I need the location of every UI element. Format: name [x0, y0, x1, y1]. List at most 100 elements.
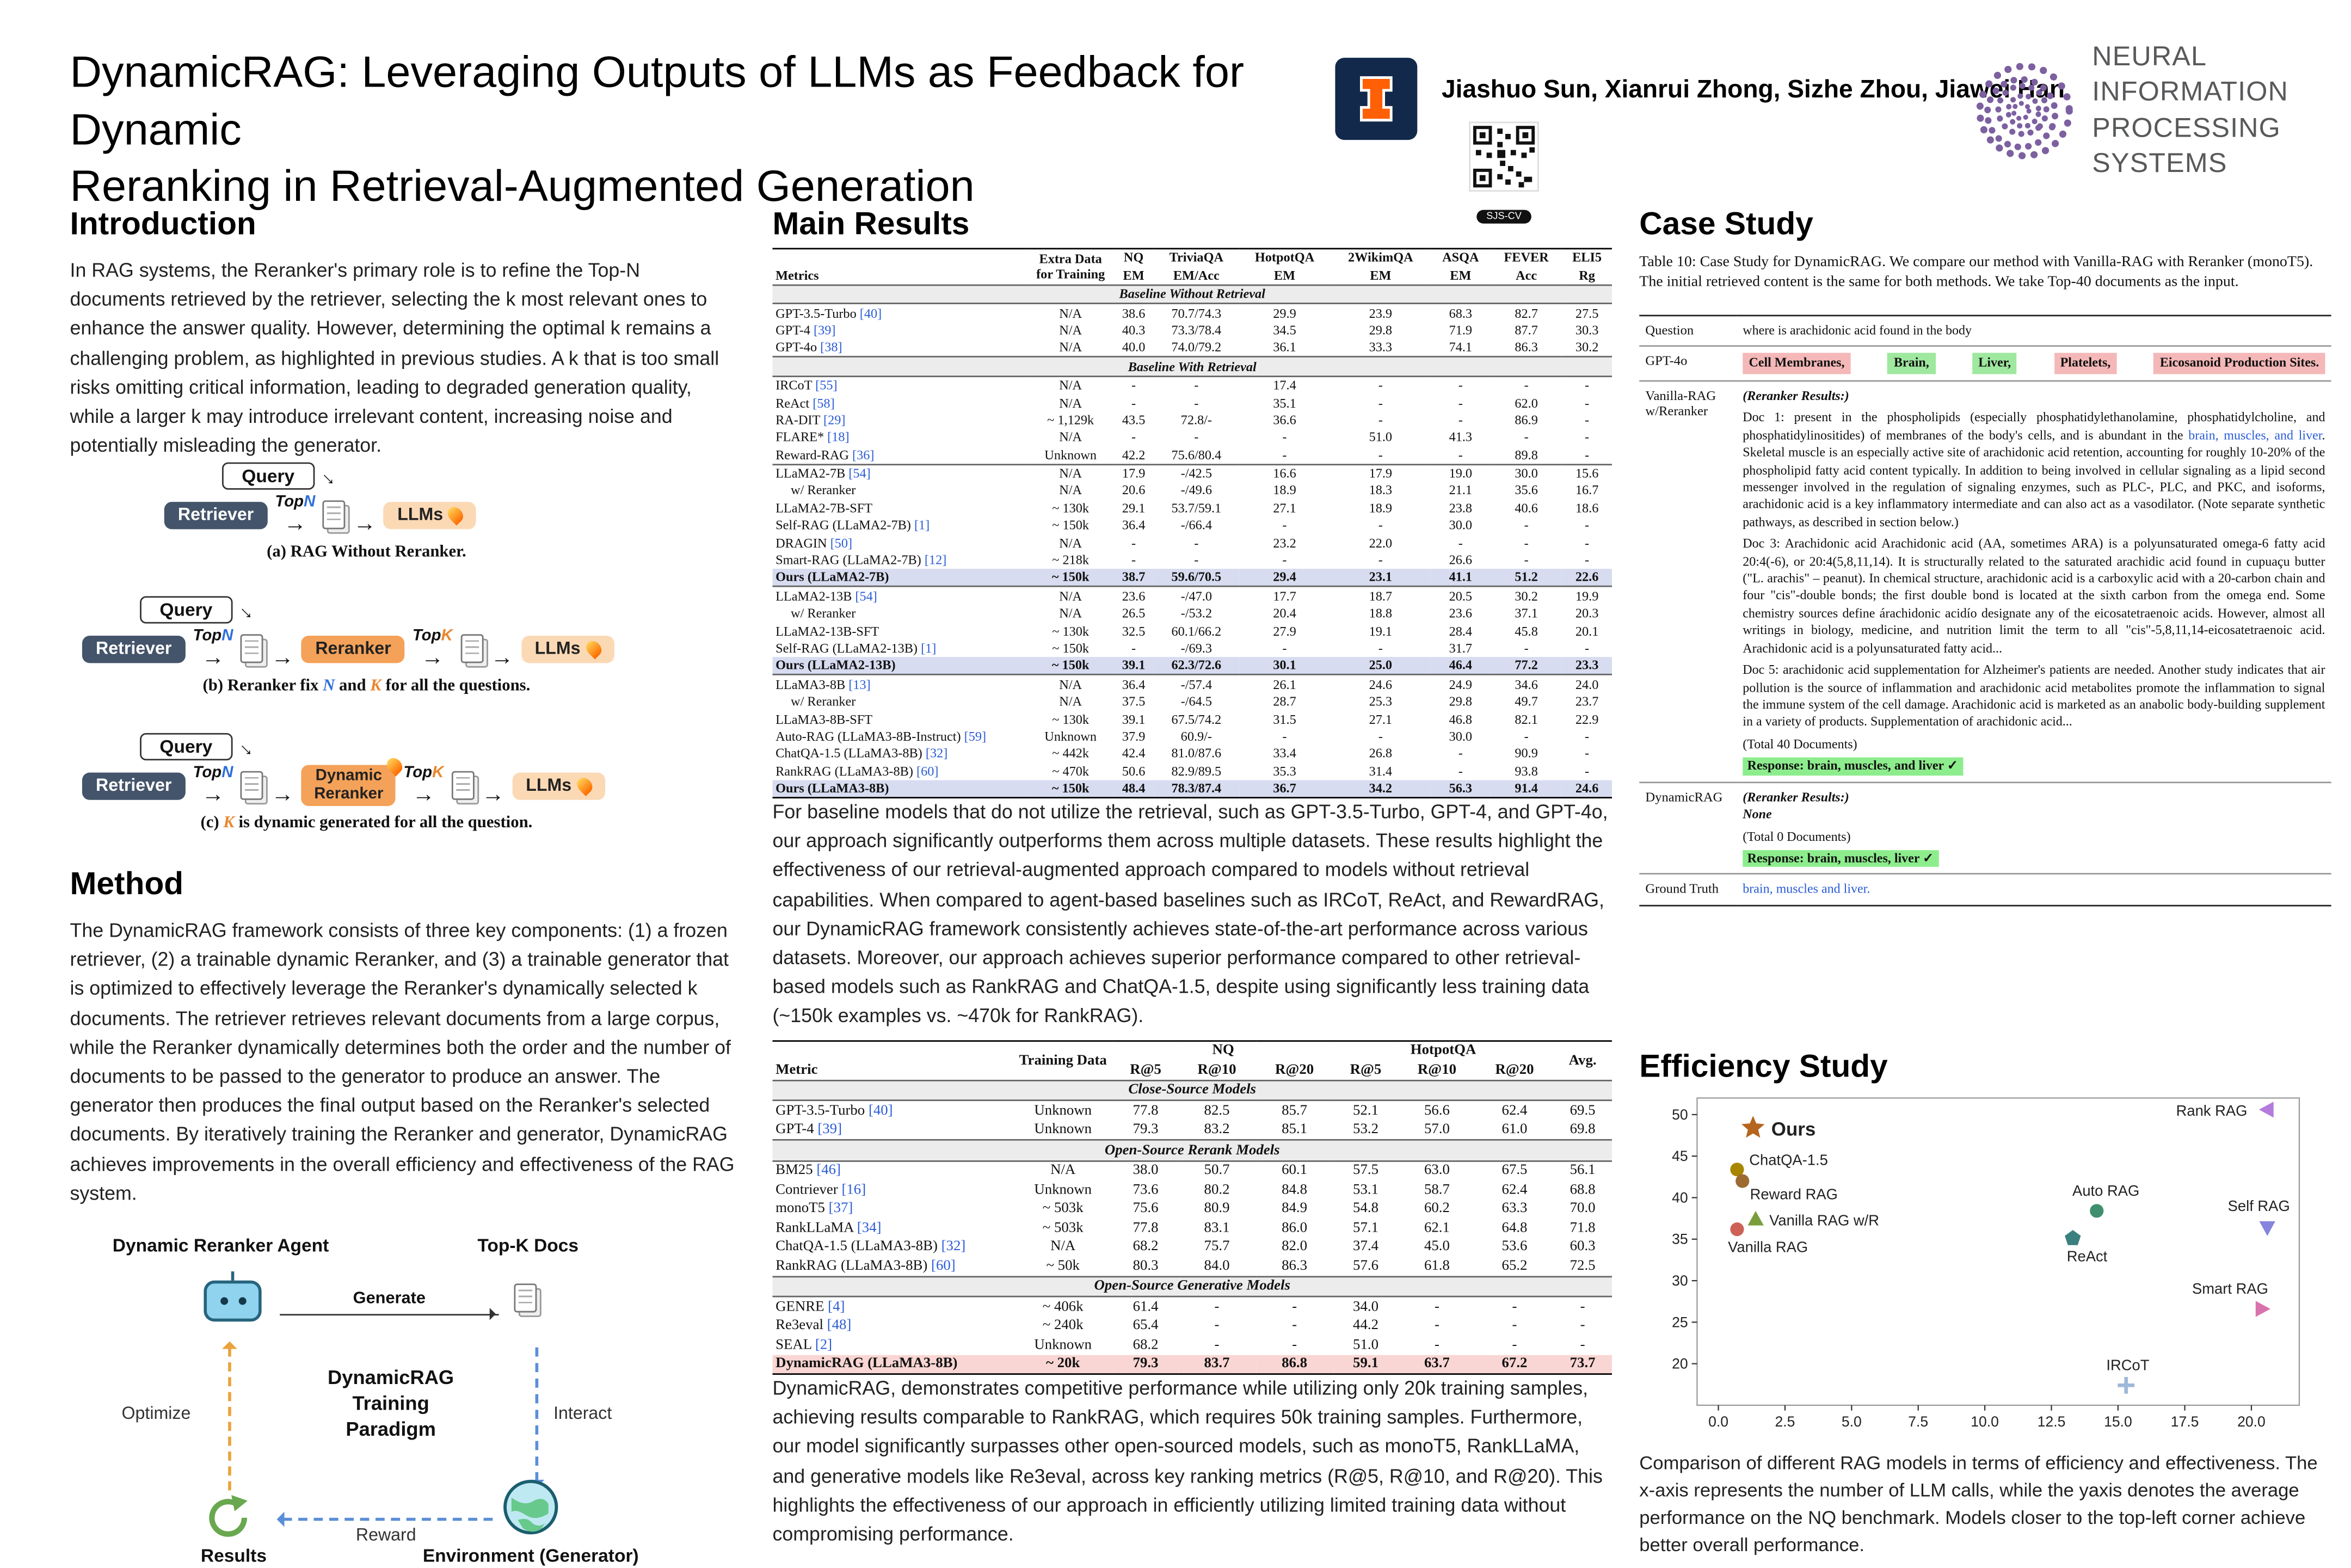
value-cell: 23.8 — [1449, 500, 1473, 515]
flame-icon — [445, 504, 467, 526]
value-cell: 82.1 — [1515, 711, 1538, 727]
value-cell: 61.0 — [1501, 1121, 1528, 1139]
value-cell: - — [1585, 728, 1590, 744]
column-header: NQ — [1212, 1042, 1234, 1059]
reranker-results-label: (Reranker Results:) — [1743, 388, 1849, 403]
value-cell: 43.5 — [1122, 411, 1146, 427]
header-row: R@5 R@10 R@20 R@5 R@10 R@20 — [773, 1061, 1612, 1080]
value-cell: 23.2 — [1273, 534, 1296, 550]
efficiency-heading: Efficiency Study — [1639, 1049, 1888, 1085]
header-row: Metric Training Data NQ HotpotQA Avg. — [773, 1041, 1612, 1078]
value-cell: 23.6 — [1113, 586, 1154, 605]
row-label: Question — [1645, 322, 1694, 338]
ground-truth-text: brain, muscles and liver. — [1737, 873, 2331, 906]
value-cell: 82.9/89.5 — [1171, 763, 1222, 778]
value-cell: 65.2 — [1501, 1257, 1528, 1274]
value-cell: 75.6/80.4 — [1171, 446, 1222, 462]
row-label: DynamicRAG — [1639, 781, 1737, 875]
value-cell: 17.9 — [1331, 463, 1431, 483]
table-row: GPT-4 [39] Unknown 79.3 83.2 85.1 53.2 57.0 61.… — [773, 1121, 1612, 1140]
reward-arrow — [276, 1511, 493, 1527]
value-cell: 74.1 — [1449, 340, 1473, 355]
value-cell: - — [1194, 377, 1199, 393]
dynamic-reranker-box: Dynamic Reranker — [301, 755, 406, 807]
value-cell: 69.5 — [1570, 1102, 1596, 1120]
value-cell: 86.8 — [1255, 1355, 1333, 1375]
poster-title-line2: Reranking in Retrieval-Augmented Generat… — [70, 163, 975, 212]
value-cell: 83.1 — [1204, 1219, 1230, 1237]
model-name-cell: ChatQA-1.5 (LLaMA3-8B) [32] — [776, 746, 948, 761]
diagram-a-caption: (a) RAG Without Reranker. — [267, 543, 466, 562]
value-cell: 42.4 — [1122, 746, 1146, 761]
model-name-cell: RankRAG (LLaMA3-8B) [60] — [776, 1257, 956, 1274]
svg-text:ReAct: ReAct — [2067, 1247, 2108, 1264]
value-cell: ~ 150k — [1027, 569, 1113, 587]
reranker-results-label: (Reranker Results:) — [1743, 789, 1849, 804]
results-label: Results — [200, 1545, 267, 1567]
table-row: w/ Reranker N/A 37.5 -/64.5 28.7 25.3 29.8 49.7… — [773, 693, 1612, 711]
neurips-text-line2: PROCESSING SYSTEMS — [2092, 112, 2281, 179]
topk-docs-label: Top-K Docs — [477, 1234, 579, 1257]
value-cell: - — [1580, 1336, 1585, 1353]
query-box: Query — [221, 462, 315, 490]
value-cell: 60.3 — [1570, 1238, 1596, 1255]
model-name-cell: GPT-3.5-Turbo [40] — [776, 1102, 893, 1120]
svg-text:12.5: 12.5 — [2038, 1413, 2066, 1430]
training-paradigm-label: DynamicRAG Training Paradigm — [328, 1366, 454, 1440]
table-row: w/ Reranker N/A 20.6 -/49.6 18.9 18.3 21.1 35.6… — [773, 482, 1612, 500]
value-cell: 52.1 — [1353, 1102, 1378, 1120]
value-cell: 20.1 — [1575, 623, 1599, 638]
value-cell: 91.4 — [1491, 779, 1562, 798]
value-cell: 62.4 — [1501, 1181, 1528, 1198]
value-cell: - — [1292, 1317, 1297, 1335]
section-row: Baseline With Retrieval — [772, 356, 1612, 377]
value-cell: 86.9 — [1515, 411, 1538, 427]
value-cell: 54.8 — [1353, 1200, 1378, 1217]
section-label: Close-Source Models — [772, 1079, 1612, 1102]
value-cell: - — [1512, 1298, 1517, 1315]
value-cell: - — [1292, 1298, 1297, 1315]
value-cell: 26.8 — [1369, 746, 1393, 761]
value-cell: 63.3 — [1501, 1200, 1528, 1217]
value-cell: 27.1 — [1273, 500, 1296, 515]
value-cell: 85.1 — [1282, 1121, 1308, 1139]
value-cell: Unknown — [1034, 1181, 1092, 1198]
value-cell: 23.9 — [1369, 305, 1393, 321]
value-cell: - — [1282, 640, 1287, 656]
down-arrow-icon: → — [233, 594, 263, 625]
value-cell: - — [1524, 517, 1529, 533]
value-cell: ~ 442k — [1052, 746, 1090, 761]
table-row: Ours (LLaMA2-7B) ~ 150k 38.7 59.6/70.5 29.4 2… — [772, 569, 1612, 587]
value-cell: - — [1131, 377, 1136, 393]
generate-arrow: Generate — [280, 1290, 499, 1320]
gpt4o-answer-chips: Cell Membranes, Brain, Liver, Platelets, Eic… — [1743, 353, 2325, 374]
value-cell: N/A — [1059, 305, 1082, 321]
value-cell: 73.6 — [1133, 1181, 1159, 1198]
model-name-cell: LLaMA2-13B [54] — [772, 586, 1028, 605]
efficiency-caption: Comparison of different RAG models in te… — [1639, 1452, 2318, 1556]
column-header: NQ — [1123, 250, 1144, 266]
value-cell: 64.8 — [1501, 1219, 1528, 1237]
plain-arrow: → — [271, 644, 294, 671]
gpt4o-answer-chip: Cell Membranes, — [1743, 353, 1851, 374]
optimize-label: Optimize — [121, 1405, 191, 1424]
table-row: Self-RAG (LLaMA2-7B) [1] ~ 150k 36.4 -/66.4… — [773, 517, 1612, 534]
value-cell: 60.1/66.2 — [1171, 623, 1222, 638]
value-cell: 80.2 — [1204, 1181, 1230, 1198]
flame-icon — [574, 774, 595, 797]
model-name-cell: ChatQA-1.5 (LLaMA3-8B) [32] — [776, 1238, 966, 1255]
value-cell: 67.5 — [1501, 1162, 1528, 1179]
value-cell: 38.0 — [1133, 1162, 1159, 1179]
model-name-cell: FLARE* [18] — [776, 429, 850, 445]
value-cell: - — [1378, 446, 1383, 462]
value-cell: 67.5/74.2 — [1171, 711, 1222, 727]
table-row: DynamicRAG (LLaMA3-8B) ~ 20k 79.3 83.7 86.8 5… — [772, 1355, 1612, 1375]
illinois-logo-icon — [1335, 58, 1418, 140]
model-name-cell: w/ Reranker — [791, 693, 856, 709]
value-cell: 72.8/- — [1180, 411, 1213, 427]
value-cell: ~ 470k — [1052, 763, 1090, 778]
table-row: RA-DIT [29] ~ 1,129k 43.5 72.8/- 36.6 - - 86.9 - — [773, 411, 1612, 429]
value-cell: - — [1378, 552, 1383, 568]
reranker-box: Reranker — [301, 635, 405, 662]
table-row: ChatQA-1.5 (LLaMA3-8B) [32] N/A 68.2 75.7 82… — [773, 1238, 1612, 1257]
